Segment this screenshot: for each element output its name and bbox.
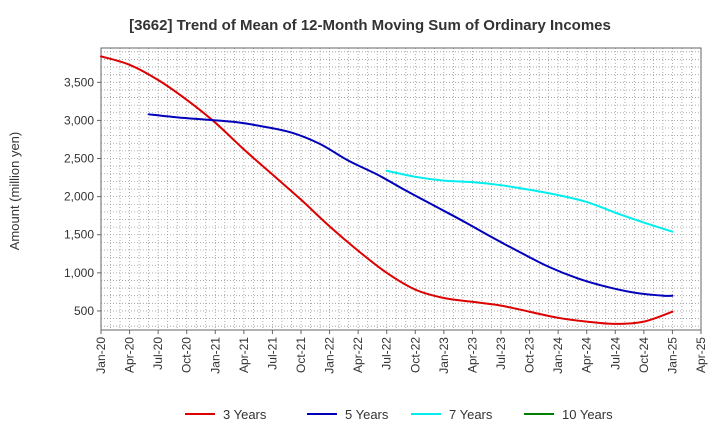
legend-label-5-years: 5 Years (345, 407, 389, 422)
x-tick-label: Apr-22 (351, 337, 365, 373)
x-tick-label: Jan-20 (94, 337, 108, 374)
x-tick-label: Jan-22 (323, 337, 337, 374)
x-tick-label: Oct-24 (637, 337, 651, 373)
x-tick-label: Jul-23 (494, 337, 508, 370)
x-tick-label: Oct-20 (180, 337, 194, 373)
y-tick-label: 2,500 (64, 152, 94, 166)
x-tick-label: Apr-25 (694, 337, 708, 373)
legend-label-10-years: 10 Years (562, 407, 613, 422)
x-tick-label: Jul-24 (608, 337, 622, 370)
plot-frame (100, 47, 702, 331)
legend: 3 Years 5 Years 7 Years 10 Years (185, 407, 613, 422)
series-line-7-years (385, 169, 674, 233)
x-tick-label: Jan-23 (437, 337, 451, 374)
y-tick-label: 3,000 (64, 113, 94, 127)
x-tick-label: Oct-22 (408, 337, 422, 373)
x-tick-label: Jul-22 (380, 337, 394, 370)
series-line-3-years (100, 55, 674, 325)
x-tick-label: Apr-20 (123, 337, 137, 373)
y-axis-title: Amount (million yen) (7, 132, 22, 251)
x-tick-label: Jan-24 (551, 337, 565, 374)
plot-area: 500 1,000 1,500 2,000 2,500 3,000 3,500 Jan-20 A… (64, 47, 708, 374)
x-tick-label: Jan-25 (665, 337, 679, 374)
x-tick-label: Jul-20 (151, 337, 165, 370)
x-tick-label: Apr-21 (237, 337, 251, 373)
y-tick-label: 1,000 (64, 266, 94, 280)
chart-title: [3662] Trend of Mean of 12-Month Moving … (129, 17, 611, 34)
x-tick-label: Jul-21 (265, 337, 279, 370)
legend-label-3-years: 3 Years (223, 407, 267, 422)
x-tick-label: Oct-21 (294, 337, 308, 373)
y-tick-label: 1,500 (64, 228, 94, 242)
y-tick-label: 2,000 (64, 190, 94, 204)
x-tick-label: Apr-24 (580, 337, 594, 373)
x-tick-label: Oct-23 (523, 337, 537, 373)
series-line-5-years (147, 113, 674, 297)
y-tick-label: 3,500 (64, 75, 94, 89)
x-tick-label: Apr-23 (465, 337, 479, 373)
x-tick-label: Jan-21 (208, 337, 222, 374)
y-tick-label: 500 (74, 304, 94, 318)
legend-label-7-years: 7 Years (449, 407, 493, 422)
